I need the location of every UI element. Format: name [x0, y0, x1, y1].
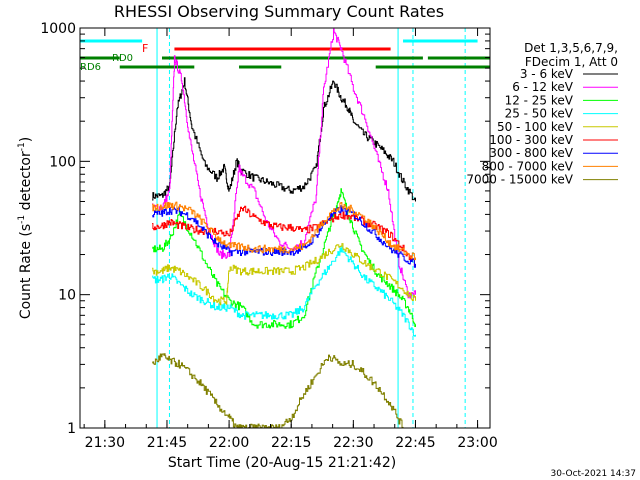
legend-label-5: 100 - 300 keV: [489, 133, 573, 147]
legend-label-3: 25 - 50 keV: [505, 107, 574, 121]
y-axis-label: Count Rate (s-1 detector-1): [17, 137, 34, 319]
legend-label-4: 50 - 100 keV: [497, 120, 574, 134]
rd0-label: RD0: [112, 53, 133, 64]
legend-label-0: 3 - 6 keV: [520, 67, 574, 81]
legend-label-7: 800 - 7000 keV: [482, 159, 574, 173]
legend-header-1: Det 1,3,5,6,7,9,: [524, 41, 618, 55]
legend-header-2: FDecim 1, Att 0: [525, 55, 618, 69]
x-tick-label: 22:00: [209, 435, 249, 451]
series-line-0: [152, 77, 416, 202]
series-line-1: [152, 28, 416, 299]
series-line-2: [152, 188, 416, 329]
y-tick-label: 100: [49, 154, 76, 170]
x-tick-label: 22:30: [333, 435, 373, 451]
chart-title: RHESSI Observing Summary Count Rates: [114, 2, 444, 21]
y-tick-label: 10: [58, 288, 76, 304]
axes: 21:30 21:45 22:00 22:15 22:30 22:45 23:00 1 10 10…: [40, 21, 497, 451]
rd6-label: RD6: [80, 62, 101, 73]
legend-label-8: 7000 - 15000 keV: [466, 173, 573, 187]
legend-label-2: 12 - 25 keV: [505, 93, 574, 107]
legend-label-6: 300 - 800 keV: [489, 146, 573, 160]
x-tick-label: 21:45: [147, 435, 187, 451]
x-tick-label: 22:45: [395, 435, 435, 451]
series-line-8: [152, 353, 404, 429]
series-line-3: [152, 246, 416, 337]
y-tick-label: 1000: [40, 21, 76, 37]
flare-flag-label: F: [142, 42, 148, 55]
series-line-7: [152, 201, 416, 261]
legend-label-1: 6 - 12 keV: [512, 80, 574, 94]
y-tick-label: 1: [67, 421, 76, 437]
plot-area: [80, 28, 490, 429]
series-line-4: [152, 243, 416, 306]
series-line-5: [152, 205, 416, 267]
x-tick-label: 21:30: [85, 435, 125, 451]
x-tick-label: 22:15: [271, 435, 311, 451]
timestamp: 30-Oct-2021 14:37: [551, 469, 636, 479]
x-axis-label: Start Time (20-Aug-15 21:21:42): [168, 455, 396, 471]
plot-frame: [79, 27, 491, 429]
x-tick-label: 23:00: [457, 435, 497, 451]
